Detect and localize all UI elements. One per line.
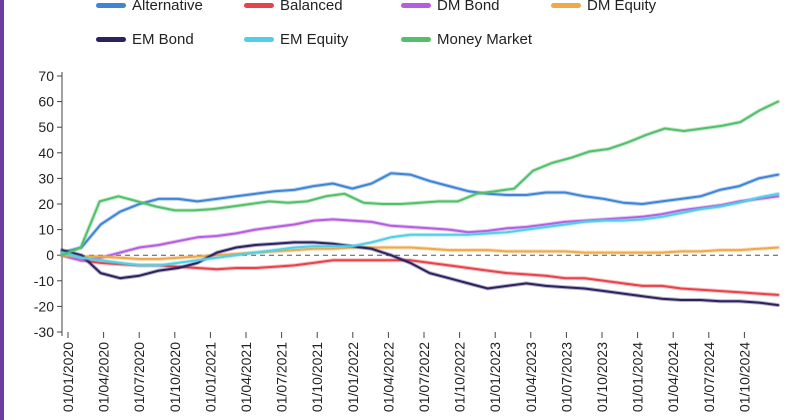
x-tick-label: 01/10/2021 [309, 342, 325, 412]
y-tick-label: -10 [34, 273, 54, 289]
legend-swatch [401, 37, 431, 42]
legend-swatch [551, 3, 581, 8]
x-tick-label: 01/07/2023 [558, 342, 574, 412]
y-tick-label: 20 [38, 196, 54, 212]
legend-item: Alternative [96, 0, 203, 14]
y-tick-label: 0 [46, 247, 54, 263]
y-tick-label: 40 [38, 145, 54, 161]
legend-label: DM Equity [587, 0, 657, 14]
x-tick-label: 01/04/2024 [665, 342, 681, 412]
series-line-em-equity [61, 192, 779, 267]
x-tick-label: 01/07/2020 [131, 342, 147, 412]
legend-label: Balanced [280, 0, 343, 14]
x-tick-label: 01/01/2021 [202, 342, 218, 412]
y-tick-label: -30 [34, 324, 54, 340]
x-tick-label: 01/07/2024 [701, 342, 717, 412]
legend-label: Alternative [132, 0, 203, 14]
series-line-em-bond [61, 241, 779, 307]
y-tick-label: -20 [34, 298, 54, 314]
x-tick-label: 01/01/2022 [345, 342, 361, 412]
x-tick-label: 01/07/2022 [416, 342, 432, 412]
series-halo [60, 245, 780, 261]
y-tick-label: 10 [38, 222, 54, 238]
legend-label: EM Bond [132, 31, 194, 48]
x-tick-label: 01/01/2024 [630, 342, 646, 412]
x-tick-label: 01/01/2023 [487, 342, 503, 412]
series-line-dm-equity [61, 246, 779, 260]
x-tick-label: 01/10/2023 [594, 342, 610, 412]
series-line-alternative [61, 172, 779, 254]
x-tick-label: 01/07/2021 [274, 342, 290, 412]
legend: Alternative Balanced DM Bond DM Equity EM Bo… [0, 0, 800, 60]
series-line-dm-bond [61, 195, 779, 262]
legend-swatch [401, 3, 431, 8]
x-tick-label: 01/10/2024 [736, 342, 752, 412]
y-tick-label: 50 [38, 119, 54, 135]
x-tick-label: 01/10/2020 [167, 342, 183, 412]
legend-swatch [244, 37, 274, 42]
legend-item: DM Equity [551, 0, 656, 14]
y-tick-label: 60 [38, 94, 54, 110]
legend-label: Money Market [437, 31, 533, 48]
legend-swatch [96, 3, 126, 8]
x-tick-label: 01/04/2020 [96, 342, 112, 412]
legend-label: EM Equity [280, 31, 349, 48]
legend-swatch [96, 37, 126, 42]
legend-item: EM Equity [244, 31, 348, 48]
x-tick-label: 01/04/2022 [380, 342, 396, 412]
y-tick-label: 30 [38, 170, 54, 186]
legend-item: DM Bond [401, 0, 500, 14]
x-tick-label: 01/10/2022 [452, 342, 468, 412]
x-tick-label: 01/01/2020 [60, 342, 76, 412]
x-tick-label: 01/04/2023 [523, 342, 539, 412]
legend-item: Money Market [401, 31, 532, 48]
y-tick-label: 70 [38, 68, 54, 84]
x-tick-label: 01/04/2021 [238, 342, 254, 412]
legend-item: Balanced [244, 0, 343, 14]
series-line-money-market [61, 100, 779, 257]
legend-label: DM Bond [437, 0, 500, 14]
legend-swatch [244, 3, 274, 8]
legend-item: EM Bond [96, 31, 194, 48]
